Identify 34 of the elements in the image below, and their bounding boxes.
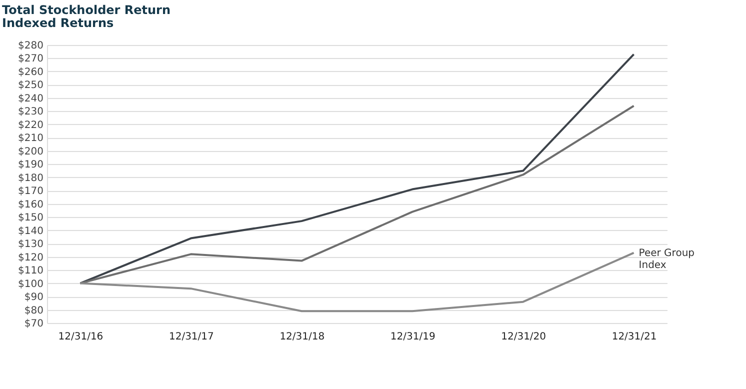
x-tick-label: 12/31/21 <box>612 332 657 342</box>
y-tick-label: $140 <box>18 226 44 237</box>
y-tick-label: $120 <box>18 252 44 264</box>
y-tick-label: $130 <box>18 239 44 250</box>
chart-title: Total Stockholder Return <box>2 3 171 17</box>
y-tick-label: $260 <box>18 66 44 78</box>
line-series <box>79 252 635 312</box>
y-tick-label: $150 <box>18 212 44 224</box>
y-tick-label: $70 <box>24 318 44 330</box>
series-label: Peer Group Index <box>638 248 695 271</box>
x-tick-label: 12/31/17 <box>168 332 214 342</box>
y-tick-label: $110 <box>18 266 44 277</box>
y-tick-label: $240 <box>18 93 44 104</box>
y-tick-label: $230 <box>18 106 44 118</box>
y-tick-label: $220 <box>18 120 44 131</box>
x-tick-label: 12/31/18 <box>280 332 325 342</box>
chart-subtitle: Indexed Returns <box>2 16 114 30</box>
x-tick-label: 12/31/20 <box>501 332 546 342</box>
y-tick-label: $270 <box>18 54 44 65</box>
y-tick-label: $190 <box>18 160 44 171</box>
y-tick-label: $90 <box>24 292 44 304</box>
line-series <box>79 53 635 284</box>
y-tick-label: $100 <box>18 278 44 290</box>
y-tick-label: $80 <box>24 305 44 316</box>
x-tick-label: 12/31/19 <box>390 332 436 342</box>
y-tick-label: $170 <box>18 186 44 198</box>
y-tick-label: $210 <box>18 133 44 144</box>
y-tick-label: $250 <box>18 80 44 92</box>
y-tick-label: $160 <box>18 199 44 210</box>
x-tick-label: 12/31/16 <box>58 332 104 342</box>
line-series <box>79 104 635 284</box>
y-tick-label: $280 <box>18 40 44 52</box>
y-tick-label: $200 <box>18 146 44 158</box>
y-tick-label: $180 <box>18 172 44 184</box>
